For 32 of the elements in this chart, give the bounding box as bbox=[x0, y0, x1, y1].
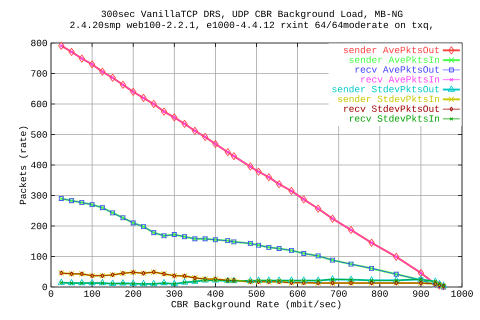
x-tick-label: 800 bbox=[372, 290, 388, 297]
x-tick-label: 300 bbox=[166, 290, 182, 297]
y-tick-label: 100 bbox=[31, 253, 48, 260]
y-tick-label: 500 bbox=[31, 131, 48, 138]
x-tick-label: 200 bbox=[125, 290, 142, 297]
x-axis-title: CBR Background Rate (mbit/sec) bbox=[172, 300, 340, 310]
legend-label: recv AvePktsOut bbox=[356, 66, 439, 73]
y-tick-label: 300 bbox=[31, 192, 48, 199]
y-tick-label: 0 bbox=[42, 284, 48, 290]
legend-label: sender AvePktsOut bbox=[344, 46, 439, 54]
x-tick-label: 100 bbox=[84, 290, 100, 297]
x-tick-label: 600 bbox=[290, 290, 306, 297]
x-tick-label: 700 bbox=[330, 290, 347, 297]
y-tick-label: 700 bbox=[31, 70, 48, 77]
x-tick-label: 500 bbox=[248, 290, 264, 297]
legend-label: recv StdevPktsOut bbox=[344, 104, 439, 112]
y-tick-label: 400 bbox=[31, 162, 48, 168]
legend-label: sender AvePktsIn bbox=[349, 56, 440, 63]
y-tick-label: 200 bbox=[31, 222, 48, 230]
x-tick-label: 400 bbox=[207, 290, 224, 297]
chart-subtitle: 2.4.20smp web100-2.2.1, e1000-4.4.12 rxint 64/64moderate on txq, bbox=[70, 21, 432, 30]
y-axis-title: Packets (rate) bbox=[19, 126, 28, 204]
y-tick-label: 800 bbox=[31, 40, 48, 46]
y-tick-label: 600 bbox=[31, 100, 48, 108]
x-tick-label: 0 bbox=[48, 290, 54, 297]
legend-label: recv AvePktsIn bbox=[361, 76, 440, 83]
chart-title: 300sec VanillaTCP DRS, UDP CBR Background Load, MB-NG bbox=[102, 10, 402, 19]
legend-label: sender StdevPktsIn bbox=[338, 95, 440, 102]
x-tick-label: 1000 bbox=[451, 290, 473, 297]
legend-label: sender StdevPktsOut bbox=[332, 85, 439, 92]
x-tick-label: 900 bbox=[413, 290, 429, 297]
legend-label: recv StdevPktsIn bbox=[350, 114, 440, 122]
